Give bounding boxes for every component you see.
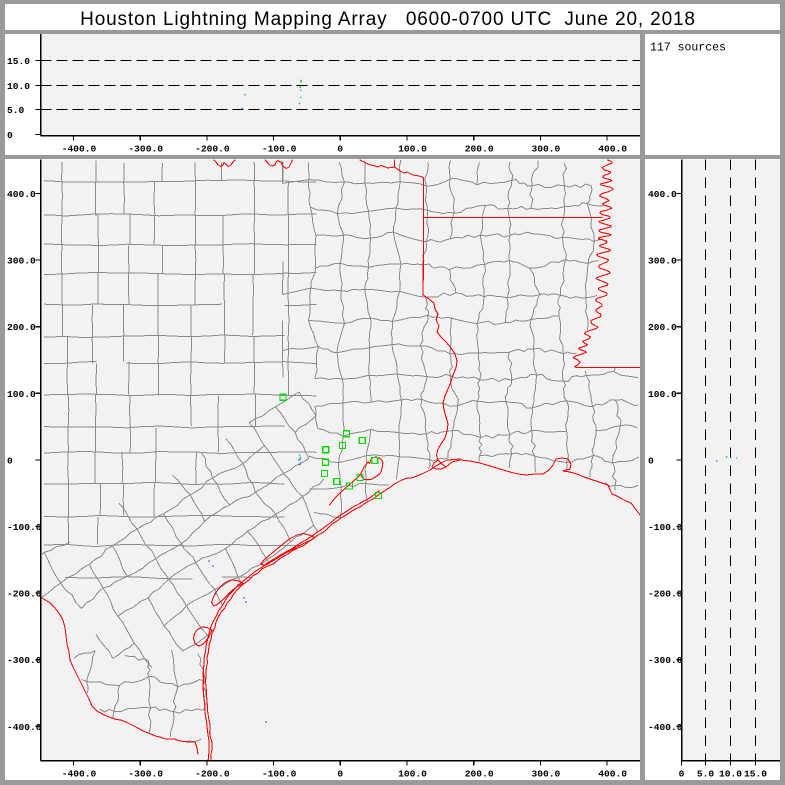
svg-text:0: 0 — [679, 769, 685, 780]
svg-text:-300.0: -300.0 — [128, 144, 163, 155]
svg-text:200.0: 200.0 — [465, 144, 494, 155]
svg-text:-400.0: -400.0 — [62, 144, 97, 155]
svg-text:15.0: 15.0 — [744, 769, 767, 780]
svg-text:0: 0 — [648, 455, 654, 466]
svg-text:-400.0: -400.0 — [62, 769, 97, 780]
svg-text:400.0: 400.0 — [7, 189, 36, 200]
svg-text:0: 0 — [337, 144, 343, 155]
svg-text:-100.0: -100.0 — [262, 769, 297, 780]
svg-text:0: 0 — [7, 130, 13, 141]
svg-text:-200.0: -200.0 — [7, 589, 42, 600]
svg-text:300.0: 300.0 — [532, 769, 561, 780]
svg-text:300.0: 300.0 — [7, 256, 36, 267]
svg-text:400.0: 400.0 — [648, 189, 677, 200]
svg-text:200.0: 200.0 — [648, 322, 677, 333]
svg-text:200.0: 200.0 — [7, 322, 36, 333]
svg-text:200.0: 200.0 — [465, 769, 494, 780]
svg-text:-200.0: -200.0 — [648, 589, 683, 600]
svg-text:-100.0: -100.0 — [262, 144, 297, 155]
svg-text:300.0: 300.0 — [532, 144, 561, 155]
svg-text:400.0: 400.0 — [598, 769, 627, 780]
svg-text:-200.0: -200.0 — [195, 769, 230, 780]
svg-text:Houston Lightning Mapping Arra: Houston Lightning Mapping Array 0600-070… — [80, 9, 696, 30]
svg-text:-200.0: -200.0 — [195, 144, 230, 155]
svg-text:-400.0: -400.0 — [7, 722, 42, 733]
svg-text:10.0: 10.0 — [7, 81, 30, 92]
svg-text:5.0: 5.0 — [697, 769, 715, 780]
svg-text:0: 0 — [7, 455, 13, 466]
svg-text:100.0: 100.0 — [398, 144, 427, 155]
svg-text:0: 0 — [337, 769, 343, 780]
svg-text:400.0: 400.0 — [598, 144, 627, 155]
svg-text:-300.0: -300.0 — [7, 655, 42, 666]
svg-text:117 sources: 117 sources — [650, 42, 726, 55]
svg-text:100.0: 100.0 — [7, 389, 36, 400]
svg-text:-300.0: -300.0 — [128, 769, 163, 780]
svg-text:100.0: 100.0 — [398, 769, 427, 780]
svg-text:300.0: 300.0 — [648, 256, 677, 267]
svg-text:-100.0: -100.0 — [7, 522, 42, 533]
svg-text:100.0: 100.0 — [648, 389, 677, 400]
svg-text:5.0: 5.0 — [7, 105, 25, 116]
svg-text:-400.0: -400.0 — [648, 722, 683, 733]
svg-text:-100.0: -100.0 — [648, 522, 683, 533]
svg-text:-300.0: -300.0 — [648, 655, 683, 666]
svg-text:15.0: 15.0 — [7, 56, 30, 67]
svg-text:10.0: 10.0 — [719, 769, 742, 780]
